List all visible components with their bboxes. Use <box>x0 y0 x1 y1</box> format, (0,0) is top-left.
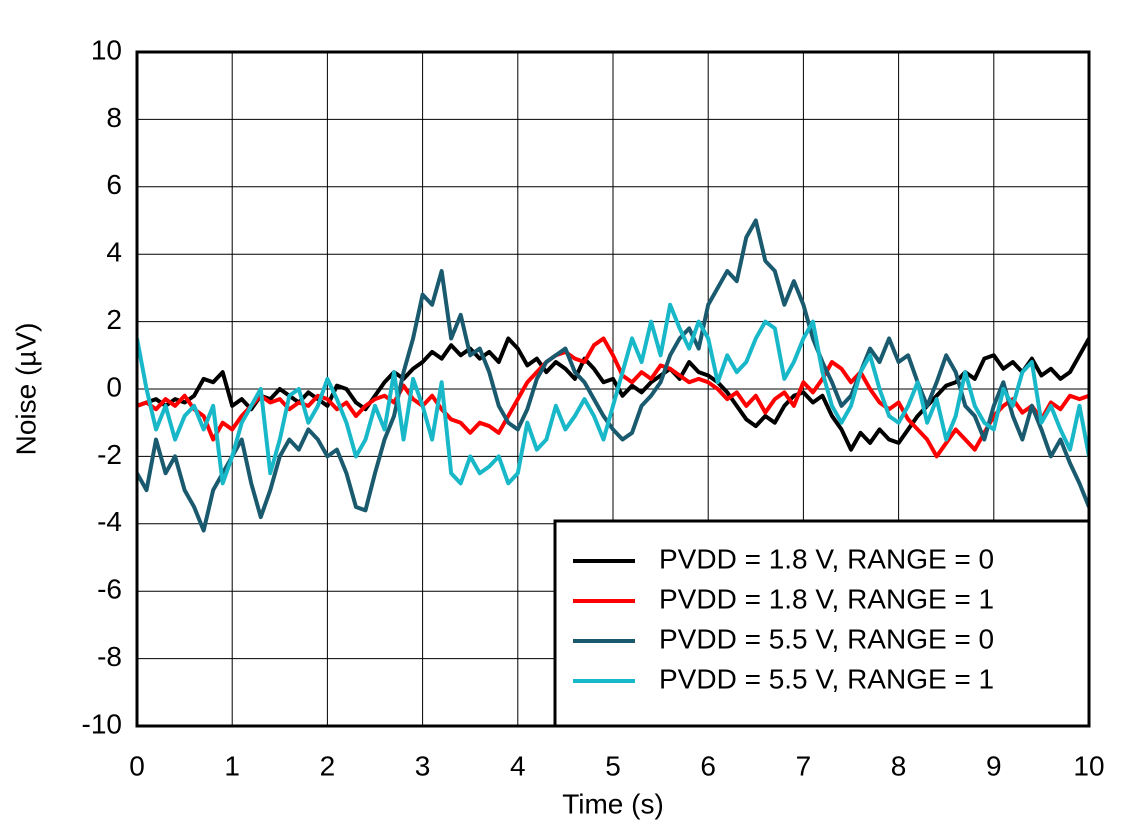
series-line <box>137 336 1089 459</box>
y-tick-label: 0 <box>106 371 122 402</box>
legend-label: PVDD = 5.5 V, RANGE = 0 <box>659 623 994 654</box>
series-line <box>137 302 1089 486</box>
x-tick-label: 9 <box>986 750 1002 781</box>
x-tick-label: 6 <box>700 750 716 781</box>
y-tick-label: -10 <box>82 708 122 739</box>
y-tick-label: 2 <box>106 304 122 335</box>
x-tick-label: 2 <box>320 750 336 781</box>
y-axis-label: Noise (µV) <box>10 323 41 456</box>
x-tick-label: 8 <box>891 750 907 781</box>
y-tick-label: 4 <box>106 237 122 268</box>
y-tick-label: 10 <box>91 34 122 65</box>
legend-label: PVDD = 1.8 V, RANGE = 0 <box>659 543 994 574</box>
y-tick-label: -4 <box>97 506 122 537</box>
x-axis-label: Time (s) <box>562 788 664 819</box>
series-line <box>137 218 1089 533</box>
x-tick-label: 5 <box>605 750 621 781</box>
x-tick-label: 3 <box>415 750 431 781</box>
x-tick-label: 1 <box>224 750 240 781</box>
y-tick-label: 6 <box>106 169 122 200</box>
legend-label: PVDD = 1.8 V, RANGE = 1 <box>659 583 994 614</box>
y-tick-label: 8 <box>106 102 122 133</box>
y-tick-label: -6 <box>97 574 122 605</box>
x-tick-label: 10 <box>1073 750 1104 781</box>
y-tick-label: -2 <box>97 439 122 470</box>
x-tick-label: 4 <box>510 750 526 781</box>
y-tick-label: -8 <box>97 641 122 672</box>
x-tick-label: 0 <box>129 750 145 781</box>
x-tick-label: 7 <box>796 750 812 781</box>
legend-box <box>553 519 1091 728</box>
legend-label: PVDD = 5.5 V, RANGE = 1 <box>659 663 994 694</box>
